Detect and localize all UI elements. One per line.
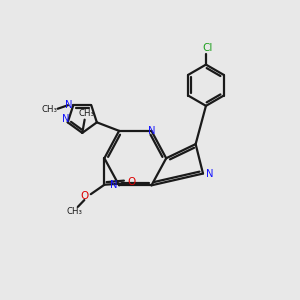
Text: CH₃: CH₃ [42, 105, 58, 114]
Text: N: N [62, 114, 70, 124]
Text: CH₃: CH₃ [79, 109, 95, 118]
Text: N: N [65, 100, 73, 110]
Text: N: N [148, 126, 155, 136]
Text: CH₃: CH₃ [67, 207, 83, 216]
Text: Cl: Cl [202, 44, 213, 53]
Text: N: N [110, 180, 118, 190]
Text: O: O [127, 177, 136, 187]
Text: N: N [206, 169, 213, 178]
Text: O: O [81, 190, 89, 201]
